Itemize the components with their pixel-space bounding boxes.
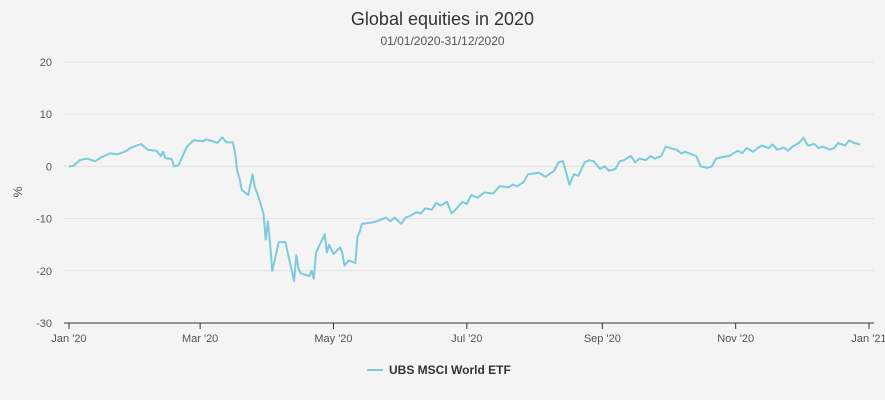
series-line[interactable]: [68, 136, 861, 283]
x-tick-label: Mar '20: [182, 333, 218, 345]
x-tick-label: Nov '20: [717, 333, 754, 345]
x-tick-label: Sep '20: [584, 333, 621, 345]
y-tick-label: -10: [36, 214, 52, 226]
y-axis-label: %: [11, 186, 25, 197]
y-tick-label: -30: [36, 318, 52, 330]
y-tick-label: -20: [36, 266, 52, 278]
legend-item-label[interactable]: UBS MSCI World ETF: [389, 363, 511, 377]
x-tick-label: Jul '20: [451, 333, 482, 345]
x-tick-label: Jan '20: [51, 333, 86, 345]
x-axis: Jan '20 Mar '20 May '20 Jul '20 Sep '20 Nov '…: [51, 322, 885, 345]
x-tick-label: May '20: [314, 333, 352, 345]
series-lines: [68, 136, 861, 283]
chart-subtitle: 01/01/2020-31/12/2020: [380, 34, 504, 48]
y-tick-label: 0: [46, 161, 52, 173]
y-tick-label: 20: [40, 57, 52, 69]
y-axis: -30 -20 -10 0 10 20: [36, 57, 52, 330]
x-tick-label: Jan '21: [851, 333, 885, 345]
legend[interactable]: UBS MSCI World ETF: [367, 363, 511, 377]
chart-title: Global equities in 2020: [351, 9, 534, 29]
gridlines: [64, 61, 874, 272]
y-tick-label: 10: [40, 109, 52, 121]
